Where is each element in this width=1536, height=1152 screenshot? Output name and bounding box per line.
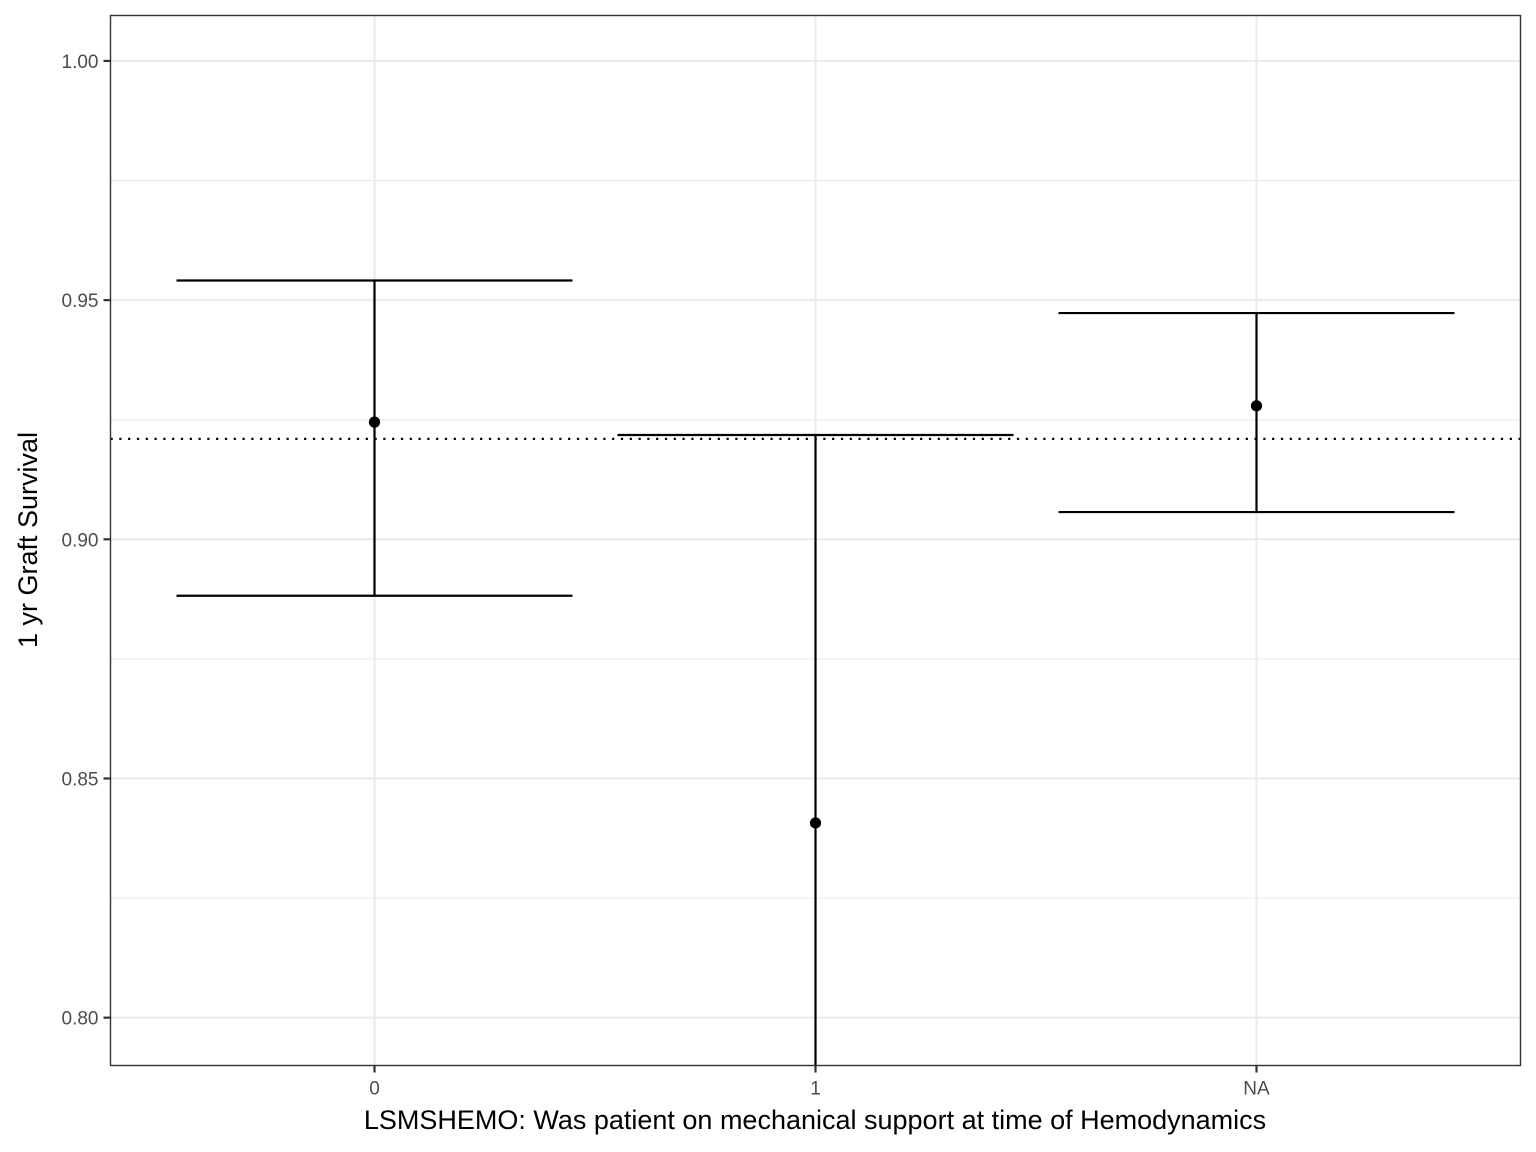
point-estimate — [1250, 400, 1263, 412]
x-tick-label: 0 — [369, 1079, 380, 1100]
error-bars — [176, 279, 1455, 1066]
y-axis-title: 1 yr Graft Survival — [13, 432, 43, 648]
point-estimate — [809, 817, 822, 829]
x-tick-label: 1 — [810, 1079, 821, 1100]
y-tick-label: 0.80 — [62, 1009, 99, 1030]
error-bar-marks — [176, 279, 1455, 1066]
point-estimate — [368, 416, 381, 428]
x-axis-title: LSMSHEMO: Was patient on mechanical supp… — [364, 1105, 1266, 1135]
y-tick-label: 0.95 — [62, 291, 99, 312]
x-tick-label: NA — [1243, 1079, 1270, 1100]
y-tick-label: 1.00 — [62, 52, 99, 73]
y-tick-label: 0.90 — [62, 530, 99, 551]
axis-ticks: 0.80 0.85 0.90 0.95 1.00 0 1 NA — [62, 52, 1271, 1100]
y-tick-label: 0.85 — [62, 769, 99, 790]
